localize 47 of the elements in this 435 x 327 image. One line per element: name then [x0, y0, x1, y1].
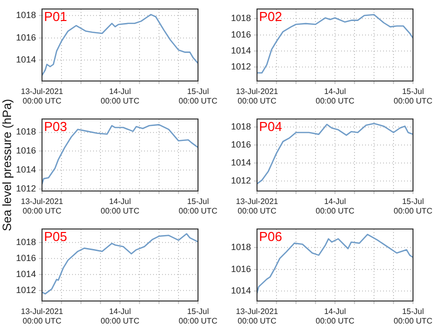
y-tick-label: 1014 — [230, 286, 251, 296]
chart-title: P02 — [259, 9, 282, 24]
x-tick-label: 14-Jul 00:00 UTC — [100, 307, 140, 326]
x-tick-label: 14-Jul 00:00 UTC — [100, 87, 140, 106]
x-tick-label: 14-Jul 00:00 UTC — [316, 307, 355, 326]
chart-title: P06 — [259, 229, 282, 244]
x-tick-label: 14-Jul 00:00 UTC — [100, 197, 140, 216]
y-tick-label: 1016 — [230, 29, 251, 40]
y-tick-label: 1018 — [16, 126, 36, 137]
x-tick-label: 14-Jul 00:00 UTC — [316, 87, 355, 106]
y-tick-label: 1018 — [230, 242, 251, 252]
y-tick-label: 1014 — [230, 158, 251, 168]
y-tick-label: 1012 — [16, 285, 36, 296]
x-tick-label: 13-Jul-2021 00:00 UTC — [20, 197, 64, 216]
y-tick-label: 1012 — [230, 62, 251, 72]
x-tick-label: 13-Jul-2021 00:00 UTC — [236, 197, 279, 216]
x-tick-label: 15-Jul 00:00 UTC — [394, 307, 433, 326]
y-tick-label: 1018 — [16, 10, 36, 20]
y-axis-title: Sea level pressure (hPa) — [0, 98, 14, 232]
y-tick-label: 1016 — [16, 32, 36, 42]
x-tick-label: 15-Jul 00:00 UTC — [394, 87, 433, 106]
y-tick-label: 1014 — [230, 46, 251, 56]
chart-title: P01 — [44, 9, 68, 24]
chart-title: P04 — [259, 119, 282, 134]
y-tick-label: 1016 — [230, 264, 251, 274]
y-tick-label: 1014 — [16, 269, 36, 280]
x-tick-label: 13-Jul-2021 00:00 UTC — [20, 87, 64, 106]
y-tick-label: 1016 — [16, 253, 36, 264]
x-tick-label: 13-Jul-2021 00:00 UTC — [236, 307, 279, 326]
y-tick-label: 1018 — [230, 122, 251, 132]
y-tick-label: 1018 — [230, 13, 251, 24]
y-tick-label: 1016 — [230, 140, 251, 150]
y-tick-label: 1014 — [16, 164, 36, 175]
y-tick-label: 1018 — [16, 237, 36, 248]
chart-title: P03 — [44, 119, 68, 134]
y-tick-label: 1014 — [16, 54, 36, 64]
x-tick-label: 15-Jul 00:00 UTC — [178, 87, 218, 106]
x-tick-label: 14-Jul 00:00 UTC — [316, 197, 355, 216]
x-tick-label: 15-Jul 00:00 UTC — [178, 197, 218, 216]
x-tick-label: 13-Jul-2021 00:00 UTC — [20, 307, 64, 326]
y-tick-label: 1012 — [16, 184, 36, 194]
x-tick-label: 15-Jul 00:00 UTC — [178, 307, 218, 326]
x-tick-label: 15-Jul 00:00 UTC — [394, 197, 433, 216]
x-tick-label: 13-Jul-2021 00:00 UTC — [236, 87, 279, 106]
y-tick-label: 1012 — [230, 176, 251, 186]
chart-title: P05 — [44, 229, 68, 244]
y-tick-label: 1016 — [16, 146, 36, 156]
